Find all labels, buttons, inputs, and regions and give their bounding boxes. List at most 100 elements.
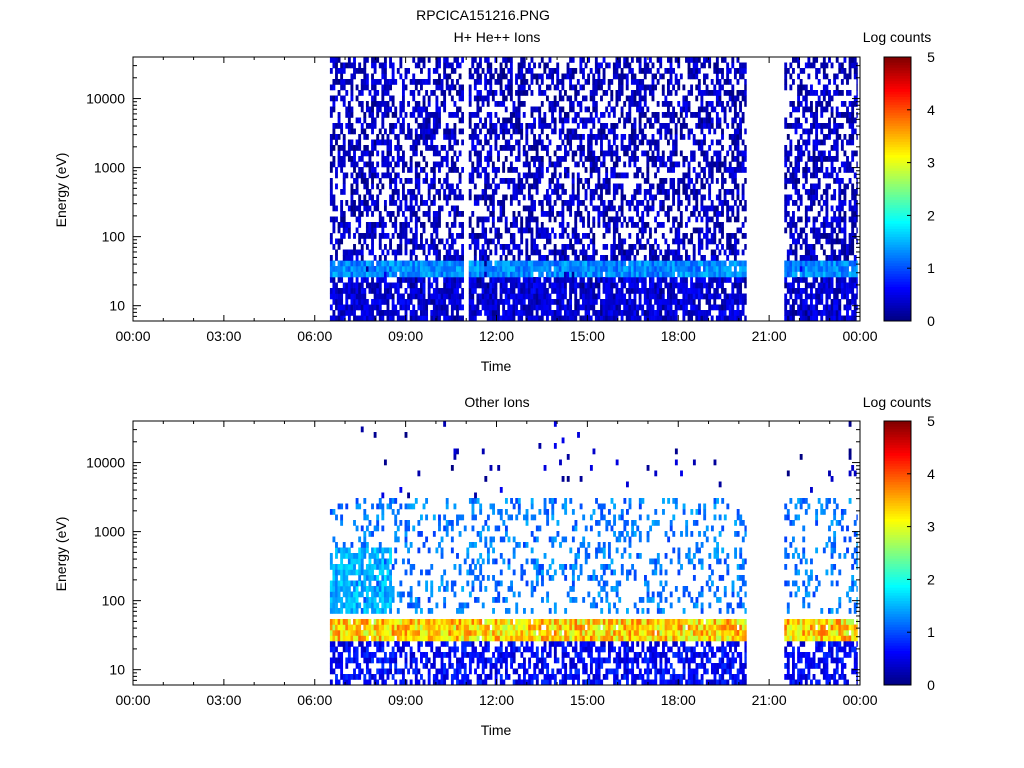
heatmap-cell xyxy=(394,271,398,278)
heatmap-cell xyxy=(690,293,694,300)
heatmap-cell xyxy=(700,145,704,151)
heatmap-cell xyxy=(414,271,418,278)
heatmap-cell xyxy=(633,299,637,305)
heatmap-cell xyxy=(561,293,565,300)
heatmap-cell xyxy=(741,150,745,157)
heatmap-cell xyxy=(582,293,585,300)
heatmap-cell xyxy=(471,310,475,316)
heatmap-cell xyxy=(386,145,390,151)
heatmap-cell xyxy=(335,172,338,179)
heatmap-cell xyxy=(589,128,593,135)
heatmap-cell xyxy=(489,128,493,135)
heatmap-cell xyxy=(360,211,364,217)
heatmap-cell xyxy=(822,73,826,80)
heatmap-cell xyxy=(486,282,490,289)
heatmap-cell xyxy=(669,266,673,272)
heatmap-cell xyxy=(548,233,552,239)
heatmap-cell xyxy=(409,310,413,316)
heatmap-cell xyxy=(340,167,344,173)
heatmap-cell xyxy=(335,167,338,173)
heatmap-cell xyxy=(618,266,621,272)
heatmap-cell xyxy=(620,255,624,261)
heatmap-cell xyxy=(723,79,727,85)
heatmap-cell xyxy=(389,178,392,184)
heatmap-cell xyxy=(799,293,803,300)
heatmap-cell xyxy=(607,139,611,146)
heatmap-cell xyxy=(659,249,663,256)
heatmap-cell xyxy=(721,266,724,272)
heatmap-cell xyxy=(347,128,351,135)
heatmap-cell xyxy=(589,238,593,245)
heatmap-cell xyxy=(458,106,462,113)
heatmap-cell xyxy=(672,282,676,289)
heatmap-cell xyxy=(502,161,506,168)
heatmap-cell xyxy=(512,211,516,217)
heatmap-cell xyxy=(391,271,395,278)
heatmap-cell xyxy=(721,84,724,91)
heatmap-cell xyxy=(342,310,346,316)
heatmap-cell xyxy=(440,183,444,190)
heatmap-cell xyxy=(721,277,724,283)
heatmap-cell xyxy=(535,222,539,228)
heatmap-cell xyxy=(522,293,526,300)
heatmap-cell xyxy=(786,266,790,272)
heatmap-cell xyxy=(822,90,826,96)
heatmap-cell xyxy=(807,315,811,322)
heatmap-cell xyxy=(386,293,390,300)
heatmap-cell xyxy=(659,282,663,289)
heatmap-cell xyxy=(512,255,516,261)
heatmap-cell xyxy=(625,310,629,316)
heatmap-cell xyxy=(744,145,747,151)
heatmap-cell xyxy=(659,260,663,267)
heatmap-cell xyxy=(685,288,688,294)
heatmap-cell xyxy=(633,266,637,272)
heatmap-cell xyxy=(329,216,333,223)
heatmap-cell xyxy=(438,249,441,256)
heatmap-cell xyxy=(471,211,475,217)
heatmap-cell xyxy=(641,95,645,102)
heatmap-cell xyxy=(450,282,454,289)
heatmap-cell xyxy=(535,277,539,283)
heatmap-cell xyxy=(804,95,808,102)
heatmap-cell xyxy=(582,260,585,267)
heatmap-cell xyxy=(329,84,333,91)
heatmap-cell xyxy=(643,112,647,118)
heatmap-cell xyxy=(525,238,529,245)
heatmap-cell xyxy=(401,95,405,102)
heatmap-cell xyxy=(582,271,585,278)
heatmap-cell xyxy=(592,299,596,305)
heatmap-cell xyxy=(564,244,567,250)
heatmap-cell xyxy=(329,139,333,146)
heatmap-cell xyxy=(448,112,452,118)
heatmap-cell xyxy=(804,101,808,107)
heatmap-cell xyxy=(569,244,573,250)
heatmap-cell xyxy=(371,315,374,322)
heatmap-cell xyxy=(822,266,826,272)
heatmap-cell xyxy=(600,123,603,129)
heatmap-cell xyxy=(744,271,747,278)
heatmap-cell xyxy=(674,299,678,305)
heatmap-cell xyxy=(486,112,490,118)
heatmap-cell xyxy=(628,62,632,69)
heatmap-cell xyxy=(427,145,431,151)
heatmap-cell xyxy=(610,271,614,278)
heatmap-cell xyxy=(545,211,549,217)
heatmap-cell xyxy=(548,277,552,283)
heatmap-cell xyxy=(723,161,727,168)
heatmap-cell xyxy=(594,249,598,256)
heatmap-cell xyxy=(360,277,364,283)
heatmap-cell xyxy=(450,128,454,135)
heatmap-cell xyxy=(569,128,573,135)
heatmap-cell xyxy=(522,310,526,316)
heatmap-cell xyxy=(391,299,395,305)
heatmap-cell xyxy=(715,79,719,85)
heatmap-cell xyxy=(486,194,490,201)
heatmap-cell xyxy=(669,68,673,74)
heatmap-cell xyxy=(784,194,788,201)
heatmap-cell xyxy=(481,95,485,102)
heatmap-cell xyxy=(489,79,493,85)
heatmap-cell xyxy=(507,84,511,91)
heatmap-cell xyxy=(610,200,614,206)
heatmap-cell xyxy=(561,128,565,135)
heatmap-cell xyxy=(494,128,498,135)
